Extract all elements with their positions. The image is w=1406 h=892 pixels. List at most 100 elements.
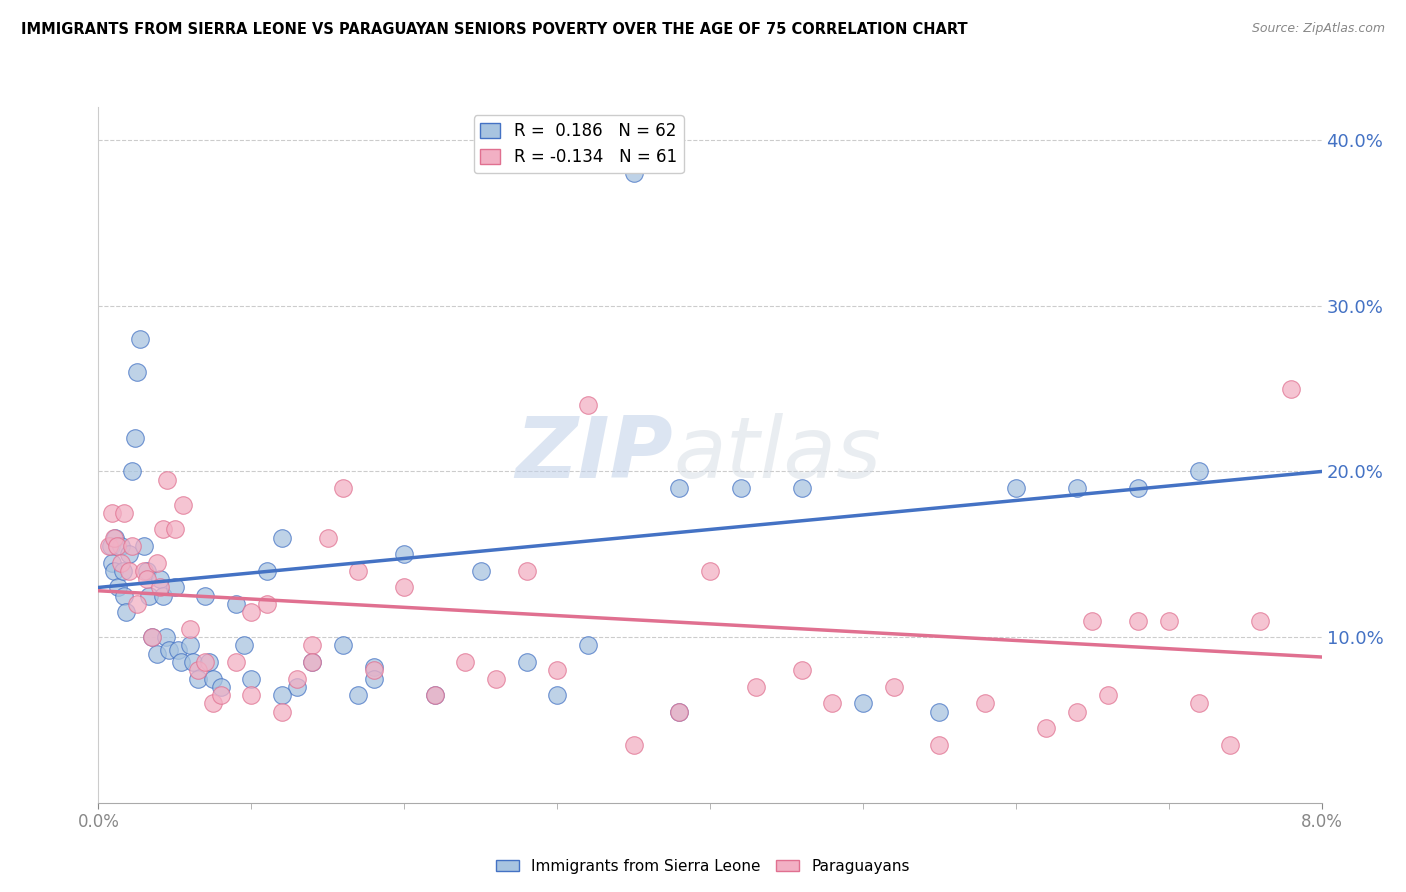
Point bbox=[1097, 688, 1119, 702]
Point bbox=[141, 630, 163, 644]
Point bbox=[172, 498, 194, 512]
Point bbox=[115, 605, 138, 619]
Point bbox=[125, 597, 148, 611]
Point bbox=[125, 365, 148, 379]
Point bbox=[392, 581, 416, 595]
Point bbox=[121, 539, 143, 553]
Point bbox=[1066, 705, 1088, 719]
Point bbox=[1279, 382, 1302, 396]
Point bbox=[202, 672, 225, 686]
Point bbox=[285, 680, 308, 694]
Point bbox=[516, 564, 538, 578]
Legend: Immigrants from Sierra Leone, Paraguayans: Immigrants from Sierra Leone, Paraguayan… bbox=[491, 853, 915, 880]
Point bbox=[112, 506, 135, 520]
Point bbox=[730, 481, 752, 495]
Point bbox=[928, 705, 950, 719]
Point bbox=[145, 647, 167, 661]
Point bbox=[928, 738, 950, 752]
Point bbox=[1249, 614, 1271, 628]
Point bbox=[1035, 721, 1057, 735]
Point bbox=[194, 655, 217, 669]
Point bbox=[745, 680, 768, 694]
Point bbox=[111, 564, 134, 578]
Point bbox=[1188, 465, 1211, 479]
Point bbox=[285, 672, 308, 686]
Point bbox=[155, 630, 177, 644]
Point bbox=[546, 663, 568, 677]
Point bbox=[1081, 614, 1104, 628]
Point bbox=[107, 581, 129, 595]
Point bbox=[167, 643, 190, 657]
Point bbox=[240, 672, 263, 686]
Point bbox=[270, 531, 294, 545]
Point bbox=[100, 539, 122, 553]
Point bbox=[110, 539, 132, 553]
Point bbox=[668, 705, 690, 719]
Point bbox=[668, 481, 690, 495]
Point bbox=[232, 639, 254, 653]
Point bbox=[157, 643, 180, 657]
Point bbox=[181, 655, 204, 669]
Text: Source: ZipAtlas.com: Source: ZipAtlas.com bbox=[1251, 22, 1385, 36]
Point bbox=[821, 697, 844, 711]
Point bbox=[546, 688, 568, 702]
Point bbox=[516, 655, 538, 669]
Point bbox=[852, 697, 875, 711]
Point bbox=[103, 564, 125, 578]
Point bbox=[170, 655, 193, 669]
Point bbox=[163, 581, 186, 595]
Point bbox=[187, 672, 209, 686]
Point bbox=[623, 166, 645, 180]
Point bbox=[194, 589, 217, 603]
Point bbox=[256, 597, 278, 611]
Point bbox=[1128, 614, 1150, 628]
Point bbox=[134, 564, 156, 578]
Point bbox=[225, 655, 247, 669]
Point bbox=[152, 523, 174, 537]
Point bbox=[316, 531, 339, 545]
Point bbox=[240, 688, 263, 702]
Point bbox=[301, 655, 323, 669]
Point bbox=[163, 523, 186, 537]
Point bbox=[576, 639, 599, 653]
Point bbox=[121, 465, 143, 479]
Point bbox=[1188, 697, 1211, 711]
Point bbox=[301, 639, 323, 653]
Point bbox=[301, 655, 323, 669]
Point bbox=[423, 688, 446, 702]
Point bbox=[179, 639, 201, 653]
Point bbox=[790, 481, 813, 495]
Point bbox=[363, 660, 385, 674]
Point bbox=[134, 539, 156, 553]
Point bbox=[240, 605, 263, 619]
Point bbox=[332, 481, 354, 495]
Point bbox=[118, 564, 141, 578]
Point bbox=[128, 332, 150, 346]
Point bbox=[101, 506, 124, 520]
Point bbox=[1219, 738, 1241, 752]
Point bbox=[98, 539, 121, 553]
Text: ZIP: ZIP bbox=[516, 413, 673, 497]
Point bbox=[270, 705, 294, 719]
Point bbox=[347, 564, 370, 578]
Point bbox=[179, 622, 201, 636]
Point bbox=[363, 663, 385, 677]
Point bbox=[110, 556, 132, 570]
Point bbox=[138, 589, 160, 603]
Point bbox=[332, 639, 354, 653]
Point bbox=[124, 431, 146, 445]
Point bbox=[141, 630, 163, 644]
Text: IMMIGRANTS FROM SIERRA LEONE VS PARAGUAYAN SENIORS POVERTY OVER THE AGE OF 75 CO: IMMIGRANTS FROM SIERRA LEONE VS PARAGUAY… bbox=[21, 22, 967, 37]
Point bbox=[454, 655, 477, 669]
Point bbox=[392, 547, 416, 561]
Point bbox=[270, 688, 294, 702]
Point bbox=[576, 398, 599, 412]
Point bbox=[256, 564, 278, 578]
Point bbox=[363, 672, 385, 686]
Point bbox=[202, 697, 225, 711]
Point bbox=[1004, 481, 1026, 495]
Legend: R =  0.186   N = 62, R = -0.134   N = 61: R = 0.186 N = 62, R = -0.134 N = 61 bbox=[474, 115, 683, 173]
Point bbox=[1157, 614, 1180, 628]
Point bbox=[104, 531, 127, 545]
Point bbox=[156, 473, 179, 487]
